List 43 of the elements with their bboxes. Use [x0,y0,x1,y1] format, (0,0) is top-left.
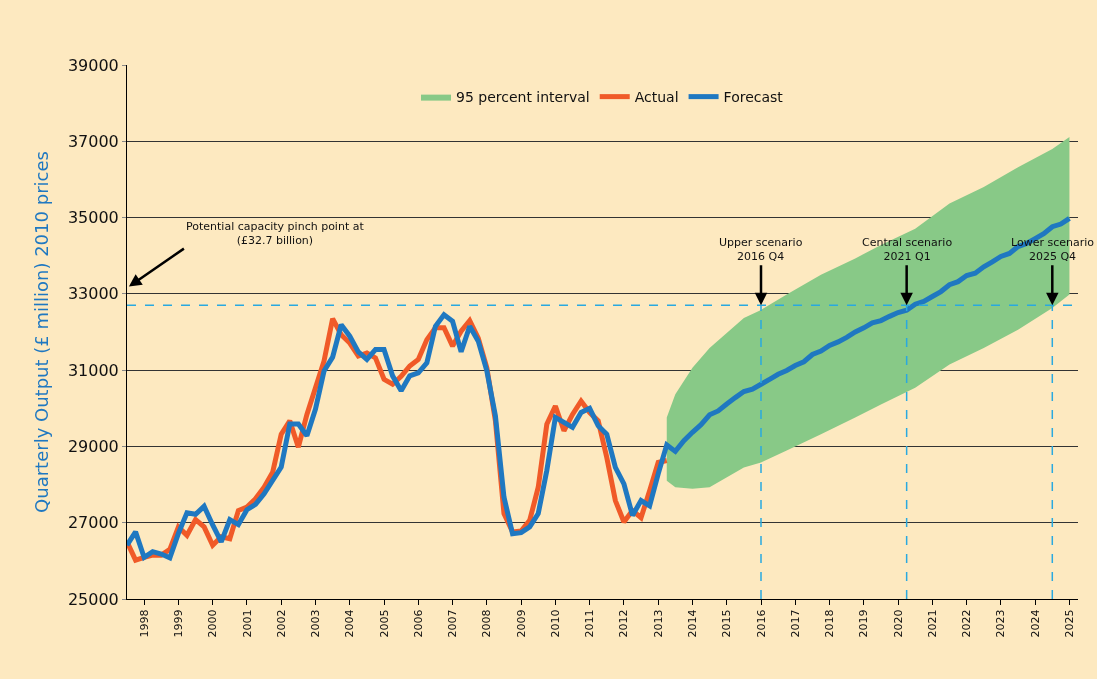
y-axis-title: Quarterly Output (£ million) 2010 prices [31,151,53,513]
legend-label: Actual [634,89,679,106]
annotation: Central scenario 2021 Q1 [862,236,953,264]
legend-label: 95 percent interval [456,89,590,106]
x-tick-label: 2011 [583,609,597,638]
x-tick-label: 2003 [309,609,323,638]
x-tick-label: 1999 [171,609,185,638]
y-tick-label: 29000 [67,437,119,457]
annotation: Upper scenario 2016 Q4 [719,236,803,264]
x-tick-label: 2024 [1028,609,1042,638]
x-tick-label: 2014 [686,609,700,638]
x-tick-label: 2007 [446,609,460,638]
x-tick-label: 2006 [411,609,425,638]
x-tick-label: 2021 [925,609,939,638]
y-tick-label: 31000 [67,360,119,380]
y-tick-label: 25000 [67,589,119,609]
x-tick-label: 2012 [617,609,631,638]
x-tick-label: 2005 [377,609,391,638]
x-tick-label: 2020 [891,609,905,638]
y-tick-label: 27000 [67,513,119,533]
y-tick-label: 39000 [67,55,119,75]
x-tick-label: 2013 [651,609,665,638]
x-tick-label: 2018 [823,609,837,638]
annotation: Potential capacity pinch point at (£32.7 billion) [186,220,365,248]
x-tick-label: 2025 [1063,609,1077,638]
x-tick-label: 2019 [857,609,871,638]
legend-label: Forecast [723,89,784,106]
x-tick-label: 2008 [480,609,494,638]
y-tick-label: 35000 [67,208,119,228]
y-tick-label: 33000 [67,284,119,304]
x-tick-label: 2009 [514,609,528,638]
x-tick-label: 2022 [960,609,974,638]
x-tick-label: 2000 [206,609,220,638]
x-tick-label: 2023 [994,609,1008,638]
x-tick-label: 2004 [343,609,357,638]
x-tick-label: 1998 [137,609,151,638]
x-tick-label: 2017 [788,609,802,638]
y-tick-label: 37000 [67,131,119,151]
x-tick-label: 2001 [240,609,254,638]
x-tick-label: 2010 [548,609,562,638]
x-tick-label: 2015 [720,609,734,638]
x-tick-label: 2016 [754,609,768,638]
x-tick-label: 2002 [274,609,288,638]
